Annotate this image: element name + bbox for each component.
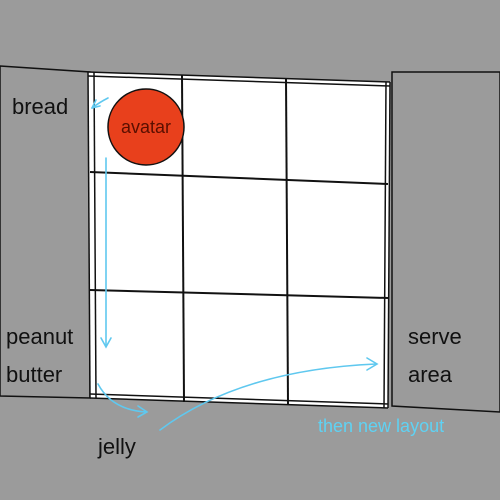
layout-note: then new layout: [318, 416, 445, 436]
station-jelly[interactable]: jelly: [98, 434, 136, 459]
right-counter: [391, 71, 500, 413]
avatar-circle[interactable]: [107, 88, 185, 166]
route-arrows: [91, 97, 379, 431]
station-butter-label[interactable]: butter: [6, 362, 63, 387]
station-serve-label[interactable]: serve: [408, 324, 462, 349]
station-peanut-label[interactable]: peanut: [6, 324, 74, 349]
station-bread[interactable]: bread: [12, 94, 69, 119]
floor-grid: [87, 71, 391, 409]
avatar-label: avatar: [120, 117, 172, 137]
arrow-to-serve: [159, 363, 377, 431]
station-area-label[interactable]: area: [408, 362, 453, 387]
arrow-to-jelly: [97, 383, 147, 413]
